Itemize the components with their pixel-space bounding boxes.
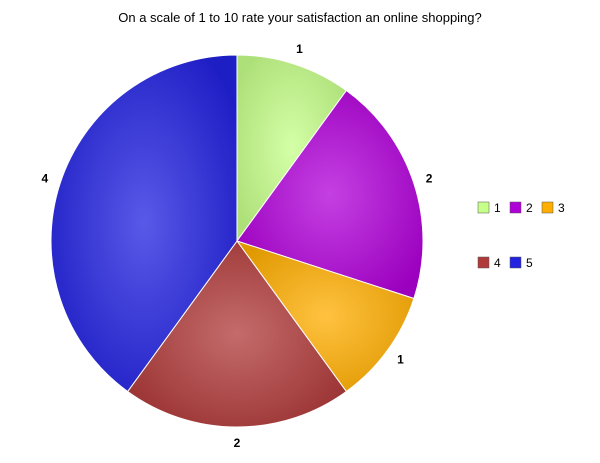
legend-swatch-1: [477, 201, 490, 214]
chart-title: On a scale of 1 to 10 rate your satisfac…: [118, 10, 482, 25]
slice-value-label: 2: [426, 172, 433, 186]
pie-slice-3: [235, 240, 415, 393]
pie-slice-2: [236, 89, 424, 300]
legend-label-2: 2: [526, 201, 533, 215]
slice-labels: 1 2 1 2 4: [42, 42, 433, 450]
slice-value-label: 1: [296, 42, 303, 56]
pie-slice-5: [50, 54, 238, 393]
legend-label-3: 3: [558, 201, 565, 215]
legend: 1 2 3 4 5: [477, 201, 565, 270]
pie-slices: [50, 54, 424, 428]
legend-swatch-3: [541, 201, 554, 214]
legend-swatch-5: [509, 256, 522, 269]
legend-label-1: 1: [494, 201, 501, 215]
legend-swatch-2: [509, 201, 522, 214]
legend-swatch-4: [477, 256, 490, 269]
pie-slice-1: [236, 54, 348, 243]
legend-label-4: 4: [494, 256, 501, 270]
slice-value-label: 2: [234, 436, 241, 450]
pie-slice-4: [126, 240, 348, 428]
slice-value-label: 4: [42, 172, 49, 186]
legend-label-5: 5: [526, 256, 533, 270]
slice-value-label: 1: [397, 353, 404, 367]
